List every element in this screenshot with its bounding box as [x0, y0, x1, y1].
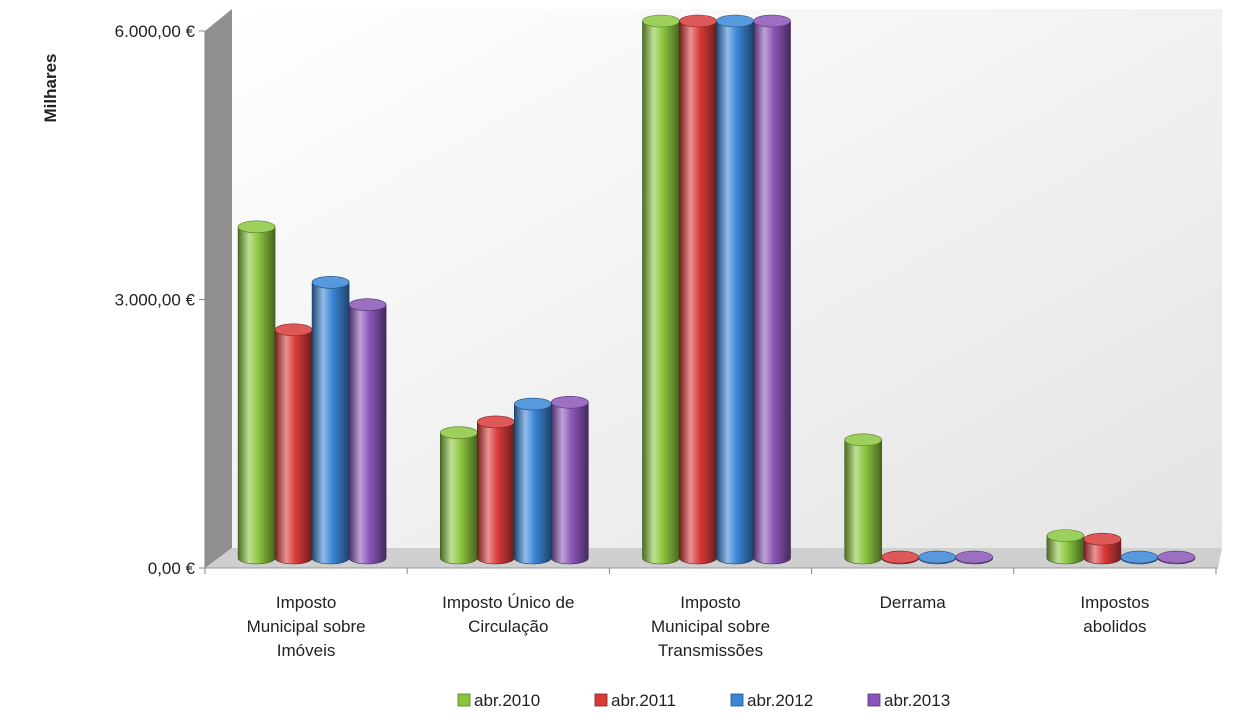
x-tick-label: Derrama: [880, 593, 947, 612]
y-axis: 0,00 € 3.000,00 € 6.000,00 €: [115, 22, 206, 578]
side-wall: [205, 9, 232, 568]
bar-abr-2013: [550, 395, 589, 565]
legend-item-abr-2012: abr.2012: [730, 691, 813, 710]
y-tick-label: 3.000,00 €: [115, 291, 196, 310]
legend-swatch: [867, 693, 881, 707]
bar-abr-2012: [918, 550, 957, 565]
legend-label: abr.2010: [474, 691, 540, 710]
legend-swatch: [594, 693, 608, 707]
x-axis: Imposto Municipal sobre Imóveis Imposto Úni…: [204, 568, 1217, 660]
bar-abr-2010: [1046, 529, 1085, 565]
legend-label: abr.2013: [884, 691, 950, 710]
bar-abr-2013: [753, 14, 791, 565]
legend-item-abr-2010: abr.2010: [457, 691, 540, 710]
bar-abr-2010: [237, 220, 276, 565]
legend-item-abr-2013: abr.2013: [867, 691, 950, 710]
bar-abr-2012: [716, 14, 754, 565]
bar-abr-2011: [679, 14, 717, 565]
bars: [237, 14, 1196, 565]
legend: abr.2010 abr.2011 abr.2012 abr.2013: [457, 691, 950, 710]
bar-abr-2011: [274, 323, 313, 565]
bar-abr-2013: [348, 298, 387, 565]
legend-item-abr-2011: abr.2011: [594, 691, 676, 710]
legend-label: abr.2011: [611, 691, 676, 710]
bar-abr-2011: [881, 550, 920, 565]
bar-abr-2010: [642, 14, 680, 565]
bar-abr-2012: [311, 276, 350, 565]
bar-abr-2012: [1120, 550, 1159, 565]
y-tick-label: 0,00 €: [148, 559, 196, 578]
legend-swatch: [730, 693, 744, 707]
legend-label: abr.2012: [747, 691, 813, 710]
y-axis-title: Milhares: [41, 54, 60, 123]
bar-abr-2012: [513, 397, 552, 565]
bar-abr-2011: [476, 415, 515, 565]
x-tick-label: Imposto Único de Circulação: [442, 593, 574, 636]
bar-abr-2013: [1157, 550, 1196, 565]
bar-abr-2010: [844, 433, 883, 565]
x-tick-label: Imposto Municipal sobre Transmissões: [651, 593, 770, 660]
bar-abr-2013: [955, 550, 994, 565]
legend-swatch: [457, 693, 471, 707]
y-tick-label: 6.000,00 €: [115, 22, 196, 41]
x-tick-label: Imposto Municipal sobre Imóveis: [247, 593, 366, 660]
x-tick-label: Impostos abolidos: [1080, 593, 1149, 636]
bar-abr-2011: [1083, 532, 1122, 565]
bar-abr-2010: [439, 426, 478, 565]
